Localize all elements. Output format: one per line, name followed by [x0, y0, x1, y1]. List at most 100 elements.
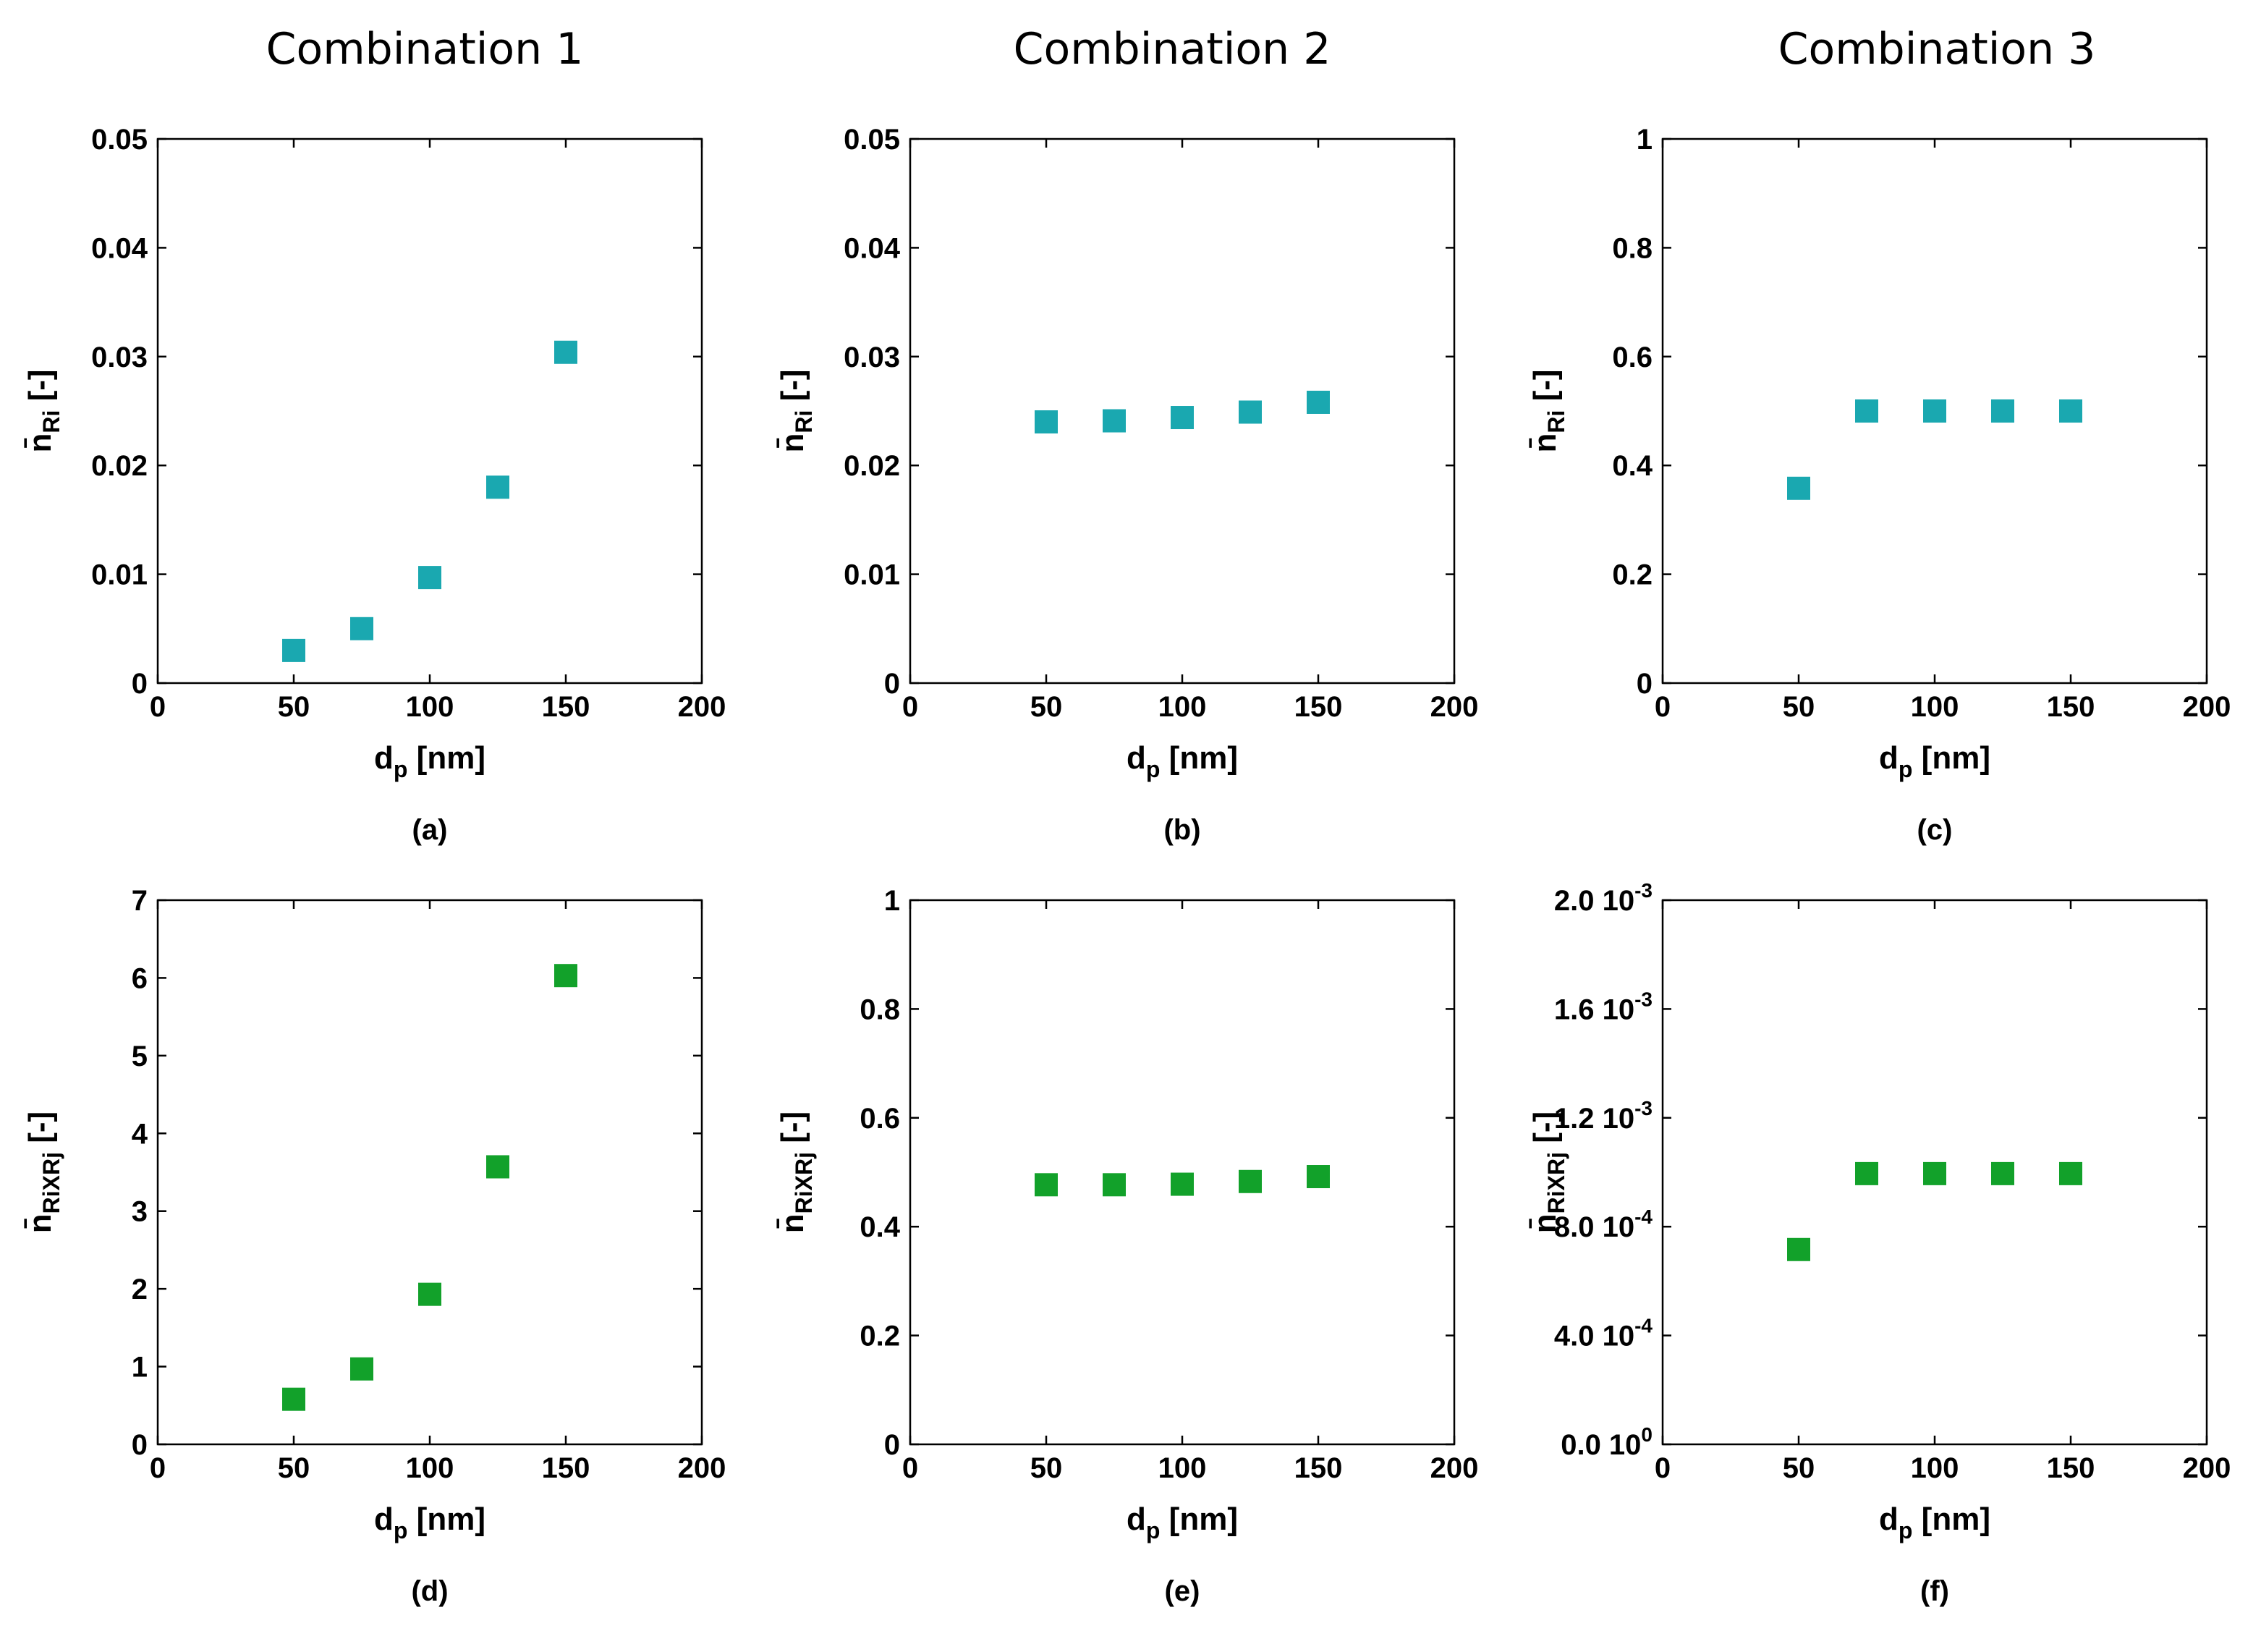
y-tick-label: 0.4: [1612, 450, 1653, 482]
chart-panel-f: 0 50 100 150 200 0.0 100 4.0 10-4 8.0 10-4 1.2 1…: [1527, 879, 2231, 1607]
plot-frame: [909, 899, 1456, 1446]
data-point: [1991, 1161, 2014, 1185]
x-tick-label: 200: [1430, 1452, 1479, 1484]
chart-panel-a: 0 50 100 150 200 0 0.01 0.02 0.03 0.04 0.05 dp [nm]…: [22, 124, 726, 846]
y-axis-label: n̄RiXRj [-]: [775, 1111, 817, 1233]
data-point: [1171, 1172, 1194, 1196]
plot-frame: [156, 899, 703, 1446]
data-point: [350, 1357, 373, 1381]
y-tick-label: 0: [884, 668, 900, 700]
x-tick-label: 0: [150, 1452, 166, 1484]
x-tick-label: 150: [1294, 691, 1343, 723]
data-point: [1239, 1169, 1262, 1193]
y-tick-label: 0.03: [844, 342, 900, 373]
y-tick-label: 0.6: [860, 1103, 900, 1135]
data-point: [2059, 399, 2082, 423]
x-tick-label: 50: [1783, 691, 1815, 723]
data-point: [1103, 1173, 1126, 1197]
y-tick-label: 1: [132, 1352, 148, 1384]
y-tick-label: 2: [132, 1274, 148, 1305]
panel-caption: (d): [411, 1575, 448, 1607]
data-point: [1855, 399, 1878, 423]
data-point: [1991, 399, 2014, 423]
y-tick-label: 0.4: [860, 1211, 900, 1243]
data-point: [1855, 1161, 1878, 1185]
x-axis-label: dp [nm]: [1127, 740, 1238, 782]
x-tick-label: 150: [542, 691, 590, 723]
y-tick-label: 0.6: [1612, 342, 1653, 373]
x-axis-label: dp [nm]: [1879, 1501, 1990, 1543]
data-point: [486, 1155, 509, 1179]
x-tick-label: 200: [2183, 1452, 2231, 1484]
y-tick-label: 0: [884, 1429, 900, 1461]
chart-panel-b: 0 50 100 150 200 0 0.01 0.02 0.03 0.04 0.05 dp [nm]…: [775, 124, 1478, 846]
y-tick-label: 1.6 10-3: [1554, 988, 1653, 1025]
x-tick-label: 150: [1294, 1452, 1343, 1484]
y-axis-label: n̄RiXRj [-]: [22, 1111, 64, 1233]
x-tick-label: 150: [542, 1452, 590, 1484]
y-axis-label: n̄Ri [-]: [775, 369, 817, 452]
y-tick-label: 0.02: [844, 450, 900, 482]
x-axis-label: dp [nm]: [374, 1501, 485, 1543]
y-tick-label: 1: [1637, 124, 1653, 156]
y-tick-label: 2.0 10-3: [1554, 879, 1653, 917]
data-point: [1307, 1165, 1330, 1189]
data-point: [1239, 400, 1262, 424]
y-tick-label: 4.0 10-4: [1554, 1315, 1653, 1352]
x-tick-label: 50: [278, 691, 310, 723]
data-point: [554, 964, 577, 988]
x-tick-label: 200: [678, 691, 726, 723]
data-point: [1171, 406, 1194, 430]
data-point: [486, 475, 509, 499]
y-tick-label: 0.01: [91, 559, 148, 591]
y-axis-label: n̄Ri [-]: [22, 369, 64, 452]
y-tick-label: 0.04: [844, 232, 901, 264]
data-point: [282, 1387, 305, 1411]
chart-panel-e: 0 50 100 150 200 0 0.2 0.4 0.6 0.8 1 dp [nm] n̄RiXRj…: [775, 885, 1478, 1607]
plot-frame: [156, 137, 703, 685]
data-point: [418, 1282, 441, 1306]
x-axis-label: dp [nm]: [374, 740, 485, 782]
x-axis-label: dp [nm]: [1879, 740, 1990, 782]
x-tick-label: 0: [902, 1452, 918, 1484]
y-tick-label: 0.8: [860, 994, 900, 1025]
x-tick-label: 150: [2047, 691, 2095, 723]
x-tick-label: 0: [1655, 691, 1671, 723]
panel-caption: (b): [1163, 814, 1200, 846]
x-tick-label: 100: [406, 1452, 454, 1484]
panel-caption: (e): [1165, 1575, 1200, 1607]
y-axis-label: n̄Ri [-]: [1527, 369, 1569, 452]
x-tick-label: 200: [678, 1452, 726, 1484]
x-axis-label: dp [nm]: [1127, 1501, 1238, 1543]
data-point: [554, 340, 577, 364]
data-point: [2059, 1161, 2082, 1185]
x-tick-label: 50: [1030, 1452, 1063, 1484]
y-tick-label: 0: [1637, 668, 1653, 700]
y-tick-label: 0.01: [844, 559, 900, 591]
x-tick-label: 100: [1158, 1452, 1207, 1484]
data-point: [418, 566, 441, 590]
data-point: [1103, 409, 1126, 433]
y-tick-label: 1.2 10-3: [1554, 1097, 1653, 1135]
x-tick-label: 200: [2183, 691, 2231, 723]
y-tick-label: 0.0 100: [1561, 1423, 1653, 1461]
x-tick-label: 50: [1030, 691, 1063, 723]
data-point: [1307, 390, 1330, 414]
x-tick-label: 0: [1655, 1452, 1671, 1484]
panel-caption: (c): [1917, 814, 1953, 846]
y-tick-label: 0.05: [844, 124, 900, 156]
x-tick-label: 100: [1911, 1452, 1959, 1484]
column-title-1: Combination 1: [266, 24, 584, 75]
y-tick-label: 4: [132, 1118, 148, 1150]
y-tick-label: 7: [132, 885, 148, 917]
x-tick-label: 0: [150, 691, 166, 723]
column-title-2: Combination 2: [1014, 24, 1331, 75]
data-point: [1923, 1161, 1946, 1185]
data-point: [1035, 410, 1058, 434]
y-tick-label: 8.0 10-4: [1554, 1206, 1653, 1243]
x-tick-label: 50: [278, 1452, 310, 1484]
y-tick-label: 5: [132, 1041, 148, 1072]
data-point: [350, 617, 373, 640]
y-tick-label: 0.2: [1612, 559, 1653, 591]
